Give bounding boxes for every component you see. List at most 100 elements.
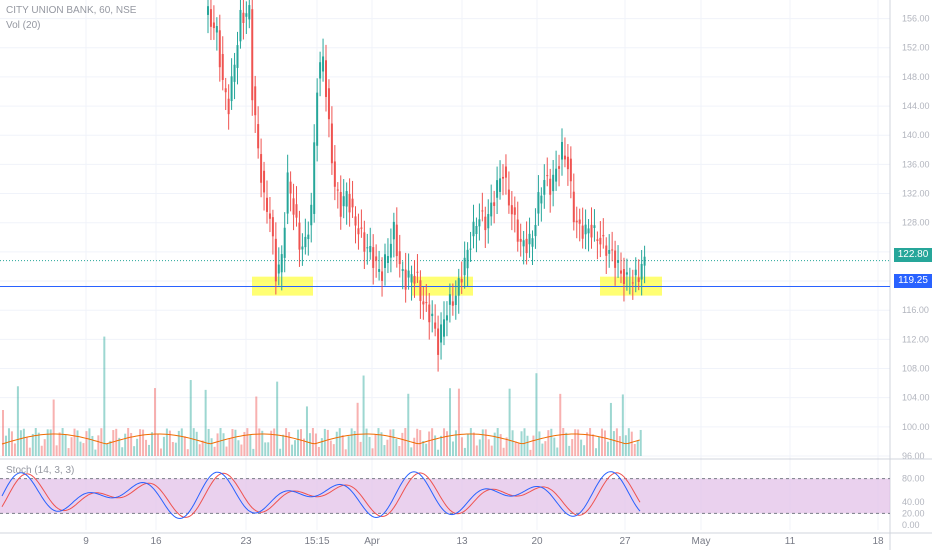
stoch-tick-label: 0.00 bbox=[902, 520, 920, 530]
candle-body bbox=[528, 233, 531, 245]
candle-body bbox=[599, 237, 602, 245]
volume-bar bbox=[273, 428, 276, 456]
legend-stoch: Stoch (14, 3, 3) bbox=[6, 465, 75, 476]
volume-bar bbox=[55, 445, 58, 456]
candle-body bbox=[496, 180, 499, 198]
candle-body bbox=[227, 98, 230, 115]
volume-bar bbox=[487, 439, 490, 456]
volume-bar bbox=[210, 438, 213, 456]
candle-body bbox=[531, 238, 534, 247]
volume-bar bbox=[180, 428, 183, 456]
volume-bar bbox=[88, 428, 91, 456]
candle-body bbox=[339, 191, 342, 217]
candle-body bbox=[342, 196, 345, 207]
volume-bar bbox=[103, 336, 106, 456]
candle-body bbox=[274, 238, 277, 282]
volume-bar bbox=[571, 439, 574, 456]
volume-bar bbox=[159, 448, 162, 456]
volume-bar bbox=[630, 431, 633, 456]
candle-body bbox=[289, 181, 292, 194]
volume-bar bbox=[231, 429, 234, 456]
candle-body bbox=[575, 220, 578, 223]
volume-bar bbox=[350, 428, 353, 456]
volume-bar bbox=[130, 432, 133, 456]
candle-body bbox=[569, 158, 572, 182]
volume-bar bbox=[359, 441, 362, 456]
candle-body bbox=[537, 192, 540, 214]
volume-bar bbox=[189, 380, 192, 456]
volume-bar bbox=[380, 432, 383, 456]
candle-body bbox=[254, 86, 257, 116]
candle-body bbox=[257, 124, 260, 149]
volume-bar bbox=[454, 430, 457, 456]
volume-bar bbox=[145, 439, 148, 456]
volume-bar bbox=[589, 428, 592, 456]
candle-body bbox=[301, 246, 304, 250]
volume-bar bbox=[600, 428, 603, 456]
volume-bar bbox=[568, 445, 571, 456]
candle-body bbox=[425, 302, 428, 304]
candle-body bbox=[245, 13, 248, 17]
volume-bar bbox=[186, 449, 189, 456]
volume-bar bbox=[440, 435, 443, 456]
volume-ma-line bbox=[1, 433, 640, 445]
candle-body bbox=[266, 197, 268, 212]
volume-bar bbox=[621, 394, 624, 456]
candle-body bbox=[224, 88, 227, 93]
candle-body bbox=[304, 236, 307, 248]
volume-bar bbox=[332, 444, 335, 456]
time-tick-label: 23 bbox=[240, 536, 252, 547]
candle-body bbox=[543, 180, 546, 195]
candle-body bbox=[386, 256, 389, 263]
volume-bar bbox=[79, 441, 82, 456]
volume-bar bbox=[127, 428, 130, 456]
price-tick-label: 104.00 bbox=[902, 393, 930, 403]
volume-bar bbox=[165, 428, 168, 456]
volume-bar bbox=[431, 428, 434, 456]
volume-bar bbox=[171, 442, 174, 456]
candle-body bbox=[369, 246, 372, 253]
candle-body bbox=[620, 270, 622, 274]
volume-bar bbox=[437, 449, 440, 456]
candle-body bbox=[230, 76, 233, 102]
candle-body bbox=[313, 142, 316, 214]
volume-bar bbox=[407, 393, 410, 456]
volume-bar bbox=[97, 435, 100, 456]
candle-body bbox=[605, 245, 608, 256]
volume-bar bbox=[559, 393, 562, 456]
volume-bar bbox=[451, 441, 454, 456]
candle-body bbox=[460, 278, 463, 283]
volume-bar bbox=[517, 443, 520, 456]
candle-body bbox=[384, 254, 386, 268]
candle-body bbox=[440, 324, 443, 343]
volume-bar bbox=[58, 432, 61, 456]
candle-body bbox=[319, 62, 322, 79]
volume-bar bbox=[535, 373, 538, 456]
volume-bar bbox=[475, 445, 478, 456]
candle-body bbox=[348, 194, 351, 213]
volume-bar bbox=[240, 444, 243, 456]
candle-body bbox=[572, 191, 575, 223]
candle-body bbox=[372, 247, 375, 268]
candle-body bbox=[215, 26, 218, 33]
candle-body bbox=[555, 168, 558, 182]
volume-bar bbox=[34, 428, 37, 456]
volume-bar bbox=[422, 441, 425, 456]
volume-bar bbox=[308, 433, 311, 456]
candle-body bbox=[325, 60, 327, 97]
time-tick-label: 13 bbox=[456, 536, 468, 547]
volume-bar bbox=[276, 381, 279, 456]
candle-body bbox=[207, 6, 209, 15]
candle-body bbox=[431, 313, 434, 317]
volume-bar bbox=[228, 438, 231, 456]
volume-bar bbox=[2, 410, 4, 456]
volume-bar bbox=[320, 438, 323, 456]
candle-body bbox=[454, 295, 457, 306]
volume-bar bbox=[288, 432, 291, 456]
volume-bar bbox=[553, 437, 556, 456]
volume-bar bbox=[219, 428, 222, 456]
volume-bar bbox=[94, 449, 97, 456]
volume-bar bbox=[371, 448, 374, 456]
volume-bar bbox=[493, 432, 496, 456]
